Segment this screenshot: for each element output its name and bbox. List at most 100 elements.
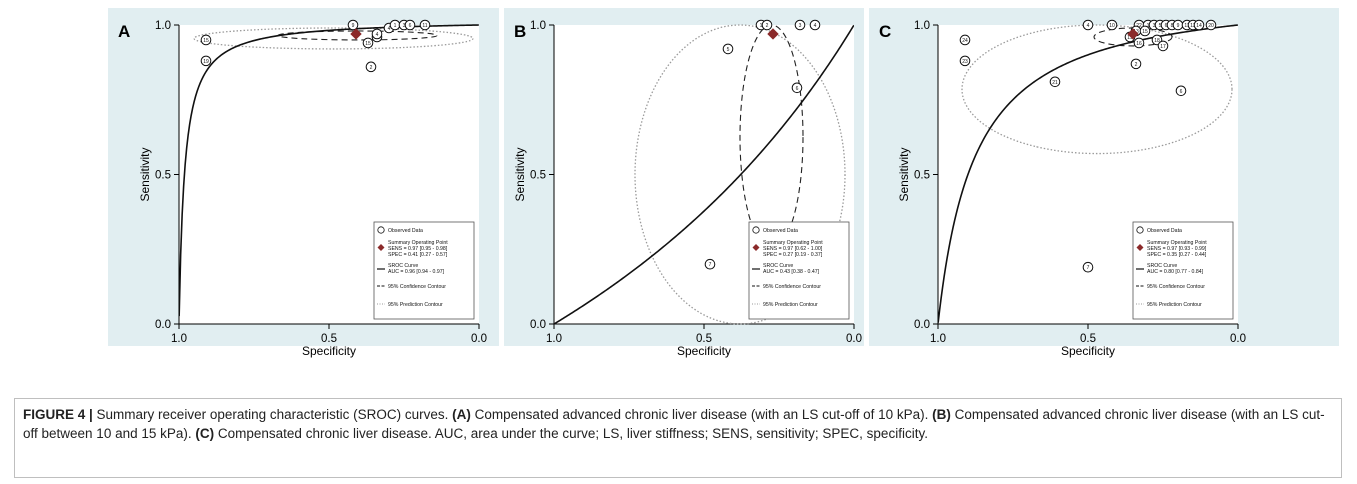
x-tick-label: 1.0 xyxy=(546,333,562,345)
panel-label: A xyxy=(118,22,130,41)
observed-label: 3 xyxy=(799,23,802,29)
observed-label: 6 xyxy=(409,23,412,29)
observed-circle xyxy=(1175,85,1187,97)
panel-b: B 0.0 0.5 1.0 1.0 0.5 0.0 Specificity Sensitivit… xyxy=(504,8,864,358)
caption-text-b: Compensated advanced chronic liver disea… xyxy=(23,407,1325,441)
observed-point: 15 xyxy=(362,37,374,49)
legend-spec-line: SPEC = 0.35 [0.27 - 0.44] xyxy=(1147,252,1207,258)
observed-label: 23 xyxy=(962,59,968,65)
observed-circle xyxy=(1082,19,1094,31)
legend-summary-label: Summary Operating Point xyxy=(1147,240,1207,246)
observed-point: 4 xyxy=(809,19,821,31)
y-tick-label: 0.0 xyxy=(155,319,171,331)
observed-label: 15 xyxy=(365,41,371,47)
observed-circle xyxy=(722,43,734,55)
observed-label: 16 xyxy=(1136,41,1142,47)
observed-point: 3 xyxy=(794,19,806,31)
observed-label: 4 xyxy=(376,32,379,38)
observed-label: 5 xyxy=(727,47,730,53)
y-tick-label: 0.0 xyxy=(530,319,546,331)
observed-circle xyxy=(1049,76,1061,88)
x-tick-label: 0.5 xyxy=(1080,333,1096,345)
observed-point: 7 xyxy=(1082,261,1094,273)
sroc-figure: A 0.0 0.5 1.0 1.0 0.5 0.0 Specificity Sensitivit… xyxy=(108,8,1339,358)
curves xyxy=(938,24,1238,323)
observed-circle xyxy=(1082,261,1094,273)
observed-label: 11 xyxy=(1184,23,1189,29)
observed-label: 14 xyxy=(1196,23,1202,29)
x-tick-label: 1.0 xyxy=(930,333,946,345)
legend-auc-line: AUC = 0.43 [0.38 - 0.47] xyxy=(763,269,820,275)
observed-point: 24 xyxy=(959,34,971,46)
observed-label: 18 xyxy=(1154,38,1160,44)
caption-text-c: Compensated chronic liver disease. AUC, … xyxy=(214,426,928,441)
observed-point: 19 xyxy=(200,55,212,67)
observed-point: 17 xyxy=(1157,40,1169,52)
figure-caption: FIGURE 4 | Summary receiver operating ch… xyxy=(23,405,1333,443)
observed-label: 11 xyxy=(422,23,427,29)
caption-tag-b: (B) xyxy=(932,407,951,422)
observed-label: 19 xyxy=(1127,35,1133,41)
x-axis-label: Specificity xyxy=(677,344,731,358)
x-axis-label: Specificity xyxy=(302,344,356,358)
sroc-curve xyxy=(554,24,854,325)
observed-point: 5 xyxy=(722,43,734,55)
legend-spec-line: SPEC = 0.41 [0.27 - 0.57] xyxy=(388,252,448,258)
y-tick-label: 0.5 xyxy=(155,170,171,182)
observed-point: 6 xyxy=(404,19,416,31)
observed-point: 21 xyxy=(1049,76,1061,88)
observed-circle xyxy=(1157,40,1169,52)
legend-box xyxy=(373,221,475,320)
observed-label: 15 xyxy=(1142,29,1148,35)
observed-point: 4 xyxy=(1082,19,1094,31)
legend-summary-icon xyxy=(377,244,385,251)
observed-point: 2 xyxy=(365,61,377,73)
caption-box: FIGURE 4 | Summary receiver operating ch… xyxy=(14,398,1342,478)
x-tick-label: 0.5 xyxy=(696,333,712,345)
legend-confidence-label: 95% Confidence Contour xyxy=(1147,284,1205,290)
observed-label: 4 xyxy=(388,26,391,32)
y-tick-label: 0.5 xyxy=(914,170,930,182)
observed-point: 9 xyxy=(1172,19,1184,31)
observed-point: 1 xyxy=(389,19,401,31)
observed-point: 23 xyxy=(959,55,971,67)
observed-circle xyxy=(1139,25,1151,37)
observed-label: 7 xyxy=(709,262,712,268)
prediction-contour xyxy=(961,24,1233,155)
observed-label: 9 xyxy=(1177,23,1180,29)
y-tick-label: 1.0 xyxy=(914,20,930,32)
observed-label: 10 xyxy=(1109,23,1115,29)
observed-label: 5 xyxy=(1159,23,1162,29)
observed-point: 4 xyxy=(371,28,383,40)
observed-point: 16 xyxy=(1133,37,1145,49)
legend-prediction-label: 95% Prediction Contour xyxy=(763,302,818,308)
observed-label: 1 xyxy=(760,23,763,29)
observed-circle xyxy=(1133,37,1145,49)
observed-label: 21 xyxy=(1052,80,1058,86)
legend-spec-line: SPEC = 0.27 [0.19 - 0.37] xyxy=(763,252,823,258)
panel-label: C xyxy=(879,22,891,41)
legend-summary-icon xyxy=(752,244,760,251)
legend-sens-line: SENS = 0.97 [0.62 - 1.00] xyxy=(763,246,823,252)
observed-circle xyxy=(959,55,971,67)
observed-circle xyxy=(1193,19,1205,31)
summary-point xyxy=(350,28,362,40)
legend-summary-label: Summary Operating Point xyxy=(763,240,823,246)
observed-circle xyxy=(794,19,806,31)
sroc-curve xyxy=(938,24,1238,323)
observed-circle xyxy=(347,19,359,31)
caption-tag-c: (C) xyxy=(195,426,215,441)
observed-circle xyxy=(761,19,773,31)
observed-circle xyxy=(959,34,971,46)
legend: Observed Data Summary Operating PointSENS… xyxy=(1132,221,1234,320)
observed-label: 9 xyxy=(352,23,355,29)
legend: Observed Data Summary Operating PointSENS… xyxy=(373,221,475,320)
prediction-contour xyxy=(634,24,846,325)
legend-observed-icon xyxy=(1136,226,1144,234)
observed-point: 9 xyxy=(347,19,359,31)
legend-box xyxy=(1132,221,1234,320)
legend-sroc-label: SROC Curve xyxy=(388,263,418,269)
y-tick-label: 1.0 xyxy=(155,20,171,32)
legend-confidence-label: 95% Confidence Contour xyxy=(763,284,821,290)
caption-text-a: Compensated advanced chronic liver disea… xyxy=(470,407,933,422)
